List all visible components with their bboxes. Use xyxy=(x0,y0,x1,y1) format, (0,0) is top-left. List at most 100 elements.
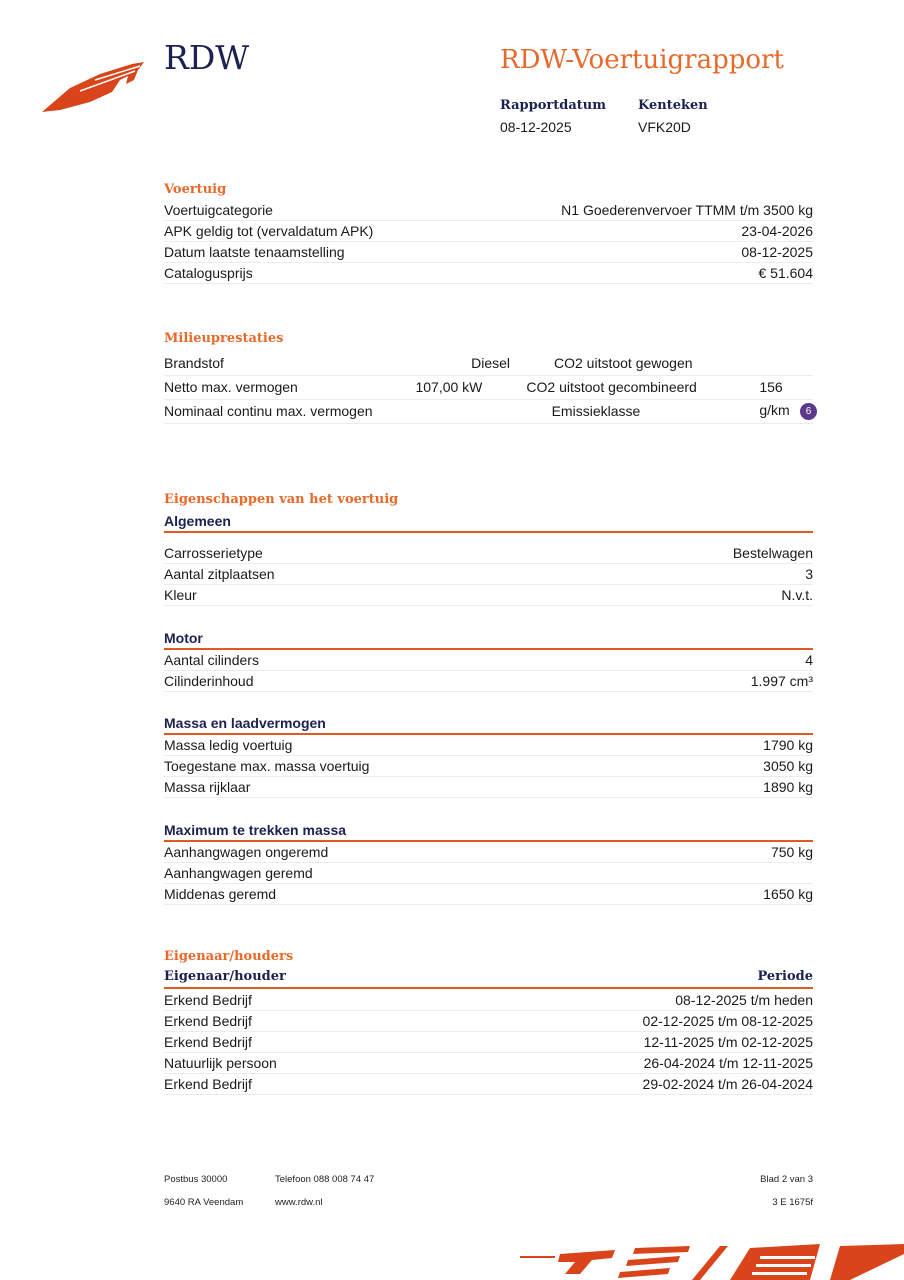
row-label: Aantal cilinders xyxy=(164,652,259,668)
brand-name: RDW xyxy=(164,38,250,77)
footer-city: 9640 RA Veendam xyxy=(164,1197,244,1208)
section-eigenaar: Eigenaar/houders Eigenaar/houder Periode… xyxy=(164,947,813,1095)
row-value: € 51.604 xyxy=(758,265,814,281)
group-trekken: Maximum te trekken massa Aanhangwagen ong… xyxy=(164,820,813,905)
row-value: Bestelwagen xyxy=(732,545,813,561)
table-row: Middenas geremd 1650 kg xyxy=(164,884,813,905)
row-value: 156 g/km xyxy=(759,379,790,418)
row-value: 08-12-2025 xyxy=(741,244,813,260)
row-label: Carrosserietype xyxy=(164,545,263,561)
row-label: Natuurlijk persoon xyxy=(164,1055,277,1071)
group-title: Motor xyxy=(164,628,813,650)
row-label: Erkend Bedrijf xyxy=(164,1013,252,1029)
row-value: 08-12-2025 t/m heden xyxy=(675,992,813,1008)
section-voertuig: Voertuig Voertuigcategorie N1 Goederenver… xyxy=(164,180,813,284)
row-label: Massa ledig voertuig xyxy=(164,737,293,753)
table-row: Erkend Bedrijf 02-12-2025 t/m 08-12-2025 xyxy=(164,1011,813,1032)
row-value: 12-11-2025 t/m 02-12-2025 xyxy=(643,1034,813,1050)
row-value: 29-02-2024 t/m 26-04-2024 xyxy=(642,1076,813,1092)
table-row: Toegestane max. massa voertuig 3050 kg xyxy=(164,756,813,777)
row-label: Aantal zitplaatsen xyxy=(164,566,275,582)
section-heading: Voertuig xyxy=(164,182,227,197)
row-label: Voertuigcategorie xyxy=(164,202,273,218)
report-title: RDW-Voertuigrapport xyxy=(500,45,784,75)
owner-table-header: Eigenaar/houder Periode xyxy=(164,967,813,989)
section-heading: Eigenaar/houders xyxy=(164,949,294,964)
group-massa: Massa en laadvermogen Massa ledig voertui… xyxy=(164,713,813,798)
table-row: Catalogusprijs € 51.604 xyxy=(164,263,813,284)
row-label: CO2 uitstoot gecombineerd xyxy=(526,379,697,395)
row-value: 107,00 kW xyxy=(415,379,483,395)
row-value: 3 xyxy=(805,566,813,582)
table-row: Brandstof Diesel CO2 uitstoot gewogen xyxy=(164,352,813,376)
row-label: Emissieklasse xyxy=(551,403,641,419)
row-label: Netto max. vermogen xyxy=(164,379,298,395)
table-row: Aanhangwagen ongeremd 750 kg xyxy=(164,842,813,863)
footer-code: 3 E 1675f xyxy=(772,1197,813,1208)
row-label: Catalogusprijs xyxy=(164,265,253,281)
table-row: Erkend Bedrijf 12-11-2025 t/m 02-12-2025 xyxy=(164,1032,813,1053)
row-label: Cilinderinhoud xyxy=(164,673,254,689)
row-label: APK geldig tot (vervaldatum APK) xyxy=(164,223,374,239)
row-value: 750 kg xyxy=(770,844,813,860)
table-row: Kleur N.v.t. xyxy=(164,585,813,606)
row-label: Massa rijklaar xyxy=(164,779,251,795)
section-heading: Milieuprestaties xyxy=(164,331,284,346)
row-value: 1.997 cm³ xyxy=(750,673,813,689)
table-row: Cilinderinhoud 1.997 cm³ xyxy=(164,671,813,692)
rdw-feather-logo xyxy=(42,62,144,112)
footer-phone: Telefoon 088 008 74 47 xyxy=(275,1174,375,1185)
row-label: CO2 uitstoot gewogen xyxy=(554,355,693,371)
table-row: Datum laatste tenaamstelling 08-12-2025 xyxy=(164,242,813,263)
row-value: 3050 kg xyxy=(763,758,813,774)
row-label: Erkend Bedrijf xyxy=(164,992,252,1008)
row-value xyxy=(406,400,507,423)
row-label: Kleur xyxy=(164,587,197,603)
footer-postbus: Postbus 30000 xyxy=(164,1174,228,1185)
plate-label: Kenteken xyxy=(638,98,708,113)
emission-class-badge: 6 xyxy=(800,403,818,420)
group-algemeen: Algemeen Carrosserietype Bestelwagen Aantal… xyxy=(164,511,813,606)
row-value: 02-12-2025 t/m 08-12-2025 xyxy=(642,1013,813,1029)
table-row: Massa rijklaar 1890 kg xyxy=(164,777,813,798)
row-label: Aanhangwagen geremd xyxy=(164,865,313,881)
table-row: Voertuigcategorie N1 Goederenvervoer TTMM… xyxy=(164,200,813,221)
row-label: Toegestane max. massa voertuig xyxy=(164,758,370,774)
group-title: Massa en laadvermogen xyxy=(164,713,813,735)
table-row: Aanhangwagen geremd xyxy=(164,863,813,884)
row-label: Nominaal continu max. vermogen xyxy=(164,403,373,419)
row-value: Diesel xyxy=(471,355,510,371)
row-value: 4 xyxy=(805,652,813,668)
rdw-stripes-decoration xyxy=(520,1244,904,1280)
row-label: Erkend Bedrijf xyxy=(164,1076,252,1092)
table-row: Erkend Bedrijf 08-12-2025 t/m heden xyxy=(164,990,813,1011)
col-period: Periode xyxy=(757,969,813,984)
row-value: N.v.t. xyxy=(781,587,813,603)
table-row: Aantal zitplaatsen 3 xyxy=(164,564,813,585)
group-title: Maximum te trekken massa xyxy=(164,820,813,842)
report-date: 08-12-2025 xyxy=(500,119,572,135)
row-label: Erkend Bedrijf xyxy=(164,1034,252,1050)
col-owner: Eigenaar/houder xyxy=(164,969,286,984)
row-label: Middenas geremd xyxy=(164,886,277,902)
row-value: 26-04-2024 t/m 12-11-2025 xyxy=(643,1055,813,1071)
table-row: Aantal cilinders 4 xyxy=(164,650,813,671)
row-value: 23-04-2026 xyxy=(741,223,813,239)
row-value: 1790 kg xyxy=(763,737,813,753)
row-value: 1650 kg xyxy=(763,886,813,902)
section-eigenschappen: Eigenschappen van het voertuig xyxy=(164,490,813,510)
table-row: Netto max. vermogen 107,00 kW CO2 uitstoot… xyxy=(164,376,813,418)
table-row: Natuurlijk persoon 26-04-2024 t/m 12-11-2… xyxy=(164,1053,813,1074)
row-label: Brandstof xyxy=(164,355,224,371)
table-row: APK geldig tot (vervaldatum APK) 23-04-20… xyxy=(164,221,813,242)
table-row: Massa ledig voertuig 1790 kg xyxy=(164,735,813,756)
row-value: N1 Goederenvervoer TTMM t/m 3500 kg xyxy=(561,202,813,218)
section-milieu: Milieuprestaties Brandstof Diesel CO2 uits… xyxy=(164,329,818,424)
row-label: Aanhangwagen ongeremd xyxy=(164,844,329,860)
section-heading: Eigenschappen van het voertuig xyxy=(164,492,399,507)
group-motor: Motor Aantal cilinders 4 Cilinderinhoud 1.99… xyxy=(164,628,813,692)
group-title: Algemeen xyxy=(164,511,813,533)
row-value: 1890 kg xyxy=(763,779,813,795)
footer-website[interactable]: www.rdw.nl xyxy=(275,1197,323,1208)
